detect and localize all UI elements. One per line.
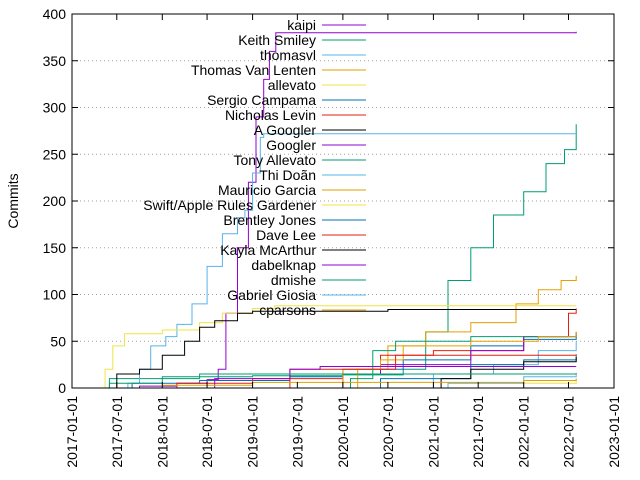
series-line-4 — [94, 305, 577, 389]
x-tick-label: 2017-07-01 — [109, 396, 125, 468]
legend-label-15: Kayla McArthur — [220, 242, 316, 258]
legend-label-0: kaipi — [287, 17, 316, 33]
legend-label-3: Thomas Van Lenten — [191, 62, 316, 78]
legend-label-19: cparsons — [259, 302, 316, 318]
y-tick-label: 0 — [58, 380, 66, 396]
series-line-9 — [252, 334, 577, 389]
x-tick-label: 2020-07-01 — [380, 396, 396, 468]
x-tick-label: 2018-01-01 — [154, 396, 170, 468]
legend-label-2: thomasvl — [260, 47, 316, 63]
x-tick-label: 2021-07-01 — [470, 396, 486, 468]
legend-label-8: Googler — [266, 137, 316, 153]
y-tick-label: 100 — [43, 287, 67, 303]
y-tick-label: 250 — [43, 146, 67, 162]
legend-label-5: Sergio Campama — [207, 92, 316, 108]
series-line-6 — [192, 308, 577, 389]
legend-label-12: Swift/Apple Rules Gardener — [143, 197, 316, 213]
y-tick-label: 300 — [43, 100, 67, 116]
y-tick-label: 350 — [43, 53, 67, 69]
legend-label-18: Gabriel Giosia — [227, 287, 316, 303]
series-line-13 — [312, 355, 577, 389]
y-tick-label: 150 — [43, 240, 67, 256]
series-line-17 — [101, 373, 577, 389]
x-tick-label: 2020-01-01 — [335, 396, 351, 468]
legend-label-4: allevato — [268, 77, 316, 93]
legend-label-11: Mauricio Garcia — [218, 182, 316, 198]
legend-label-17: dmishe — [271, 272, 316, 288]
series-line-7 — [109, 309, 577, 389]
y-tick-label: 200 — [43, 193, 67, 209]
legend-label-10: Thi Doãn — [259, 167, 316, 183]
x-tick-label: 2021-01-01 — [425, 396, 441, 468]
x-tick-label: 2019-07-01 — [289, 396, 305, 468]
x-tick-label: 2022-01-01 — [516, 396, 532, 468]
series-line-1 — [94, 124, 577, 389]
tick-layer: 0 50 100 150 200 250 300 350 400 2017-01-01 2017-0… — [43, 6, 622, 468]
series-line-3 — [342, 275, 577, 389]
legend-label-1: Keith Smiley — [238, 32, 316, 48]
legend-label-14: Dave Lee — [256, 227, 316, 243]
y-tick-label: 400 — [43, 6, 67, 22]
x-tick-label: 2018-07-01 — [199, 396, 215, 468]
series-line-2 — [101, 133, 577, 389]
legend-label-7: A Googler — [254, 122, 317, 138]
legend-label-9: Tony Allevato — [234, 152, 317, 168]
x-tick-label: 2022-07-01 — [560, 396, 576, 468]
y-tick-label: 50 — [50, 333, 66, 349]
x-tick-label: 2023-01-01 — [606, 396, 622, 468]
series-line-5 — [101, 334, 577, 389]
series-line-15 — [380, 357, 577, 389]
legend-label-13: Brentley Jones — [223, 212, 316, 228]
x-tick-label: 2019-01-01 — [245, 396, 261, 468]
legend-label-6: Nicholas Levin — [225, 107, 316, 123]
y-axis-title: Commits — [5, 173, 21, 228]
x-tick-label: 2017-01-01 — [64, 396, 80, 468]
legend-label-16: dabelknap — [251, 257, 316, 273]
